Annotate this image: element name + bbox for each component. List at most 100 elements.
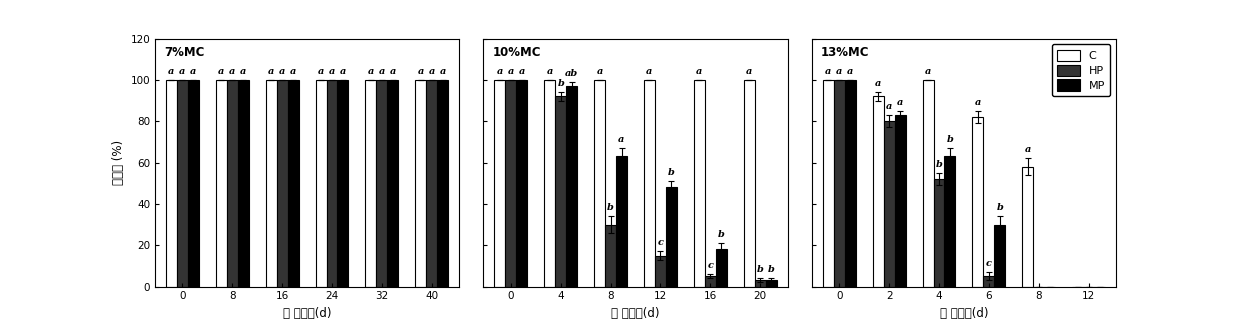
Bar xyxy=(265,80,277,287)
Text: a: a xyxy=(696,67,703,76)
Bar xyxy=(177,80,188,287)
Bar xyxy=(216,80,227,287)
Bar xyxy=(427,80,438,287)
Bar xyxy=(823,80,833,287)
Bar xyxy=(387,80,398,287)
Bar xyxy=(715,250,727,287)
Bar xyxy=(972,117,983,287)
Text: a: a xyxy=(218,67,224,76)
Text: a: a xyxy=(317,67,324,76)
Bar xyxy=(567,86,577,287)
Text: a: a xyxy=(518,67,525,76)
Bar xyxy=(833,80,844,287)
Text: a: a xyxy=(329,67,335,76)
Bar xyxy=(495,80,506,287)
Text: a: a xyxy=(847,67,853,76)
Bar xyxy=(438,80,448,287)
Bar xyxy=(945,156,956,287)
Text: a: a xyxy=(418,67,424,76)
Text: a: a xyxy=(340,67,346,76)
Bar xyxy=(227,80,238,287)
Text: a: a xyxy=(241,67,247,76)
Text: a: a xyxy=(497,67,503,76)
Bar xyxy=(923,80,934,287)
Bar xyxy=(844,80,856,287)
Bar xyxy=(765,280,776,287)
Text: a: a xyxy=(190,67,197,76)
Text: a: a xyxy=(619,135,625,144)
Bar xyxy=(934,179,945,287)
Text: a: a xyxy=(378,67,386,76)
Text: a: a xyxy=(825,67,832,76)
Text: a: a xyxy=(169,67,175,76)
Bar xyxy=(983,276,994,287)
Bar xyxy=(506,80,516,287)
Text: 7%MC: 7%MC xyxy=(164,46,205,59)
Text: a: a xyxy=(268,67,274,76)
Bar xyxy=(594,80,605,287)
Text: 10%MC: 10%MC xyxy=(492,46,541,59)
Bar xyxy=(315,80,326,287)
Text: a: a xyxy=(439,67,446,76)
Text: 13%MC: 13%MC xyxy=(821,46,869,59)
Text: b: b xyxy=(668,168,675,177)
Bar xyxy=(277,80,288,287)
Bar xyxy=(1022,167,1033,287)
Bar xyxy=(755,280,765,287)
Text: a: a xyxy=(180,67,186,76)
Text: a: a xyxy=(368,67,374,76)
Text: b: b xyxy=(946,135,954,144)
Text: a: a xyxy=(279,67,285,76)
Bar xyxy=(544,80,556,287)
Bar xyxy=(415,80,427,287)
Text: a: a xyxy=(596,67,603,76)
Text: a: a xyxy=(875,79,882,88)
Bar xyxy=(238,80,249,287)
Bar xyxy=(166,80,177,287)
Text: a: a xyxy=(290,67,296,76)
Text: a: a xyxy=(507,67,515,76)
Text: a: a xyxy=(429,67,435,76)
Bar xyxy=(556,97,567,287)
Bar xyxy=(377,80,387,287)
Text: a: a xyxy=(897,98,903,107)
Bar xyxy=(894,115,905,287)
Text: b: b xyxy=(718,230,724,239)
X-axis label: 劣 变时间(d): 劣 变时间(d) xyxy=(611,307,660,320)
Text: a: a xyxy=(646,67,652,76)
Bar xyxy=(326,80,337,287)
Text: b: b xyxy=(768,265,775,274)
Bar xyxy=(666,187,677,287)
Bar xyxy=(994,225,1006,287)
Text: a: a xyxy=(229,67,236,76)
Bar xyxy=(884,121,894,287)
Bar xyxy=(188,80,198,287)
Bar xyxy=(605,225,616,287)
Text: a: a xyxy=(746,67,753,76)
Bar xyxy=(655,256,666,287)
Text: a: a xyxy=(1024,145,1030,154)
Bar xyxy=(704,276,715,287)
Legend: C, HP, MP: C, HP, MP xyxy=(1052,44,1111,96)
Y-axis label: 发芽率 (%): 发芽率 (%) xyxy=(112,140,125,185)
X-axis label: 劣 变时间(d): 劣 变时间(d) xyxy=(283,307,331,320)
Text: a: a xyxy=(389,67,396,76)
Text: c: c xyxy=(986,259,992,268)
Bar xyxy=(873,97,884,287)
Text: b: b xyxy=(756,265,764,274)
Bar xyxy=(516,80,527,287)
Text: b: b xyxy=(608,203,614,212)
Text: a: a xyxy=(547,67,553,76)
Bar xyxy=(337,80,348,287)
Bar xyxy=(616,156,627,287)
Bar xyxy=(366,80,377,287)
Text: ab: ab xyxy=(565,69,578,78)
Bar xyxy=(288,80,299,287)
Bar xyxy=(644,80,655,287)
Text: c: c xyxy=(657,238,663,247)
Text: a: a xyxy=(836,67,842,76)
Text: c: c xyxy=(707,261,713,270)
Text: a: a xyxy=(925,67,931,76)
Text: b: b xyxy=(935,160,942,169)
Text: b: b xyxy=(997,203,1003,212)
